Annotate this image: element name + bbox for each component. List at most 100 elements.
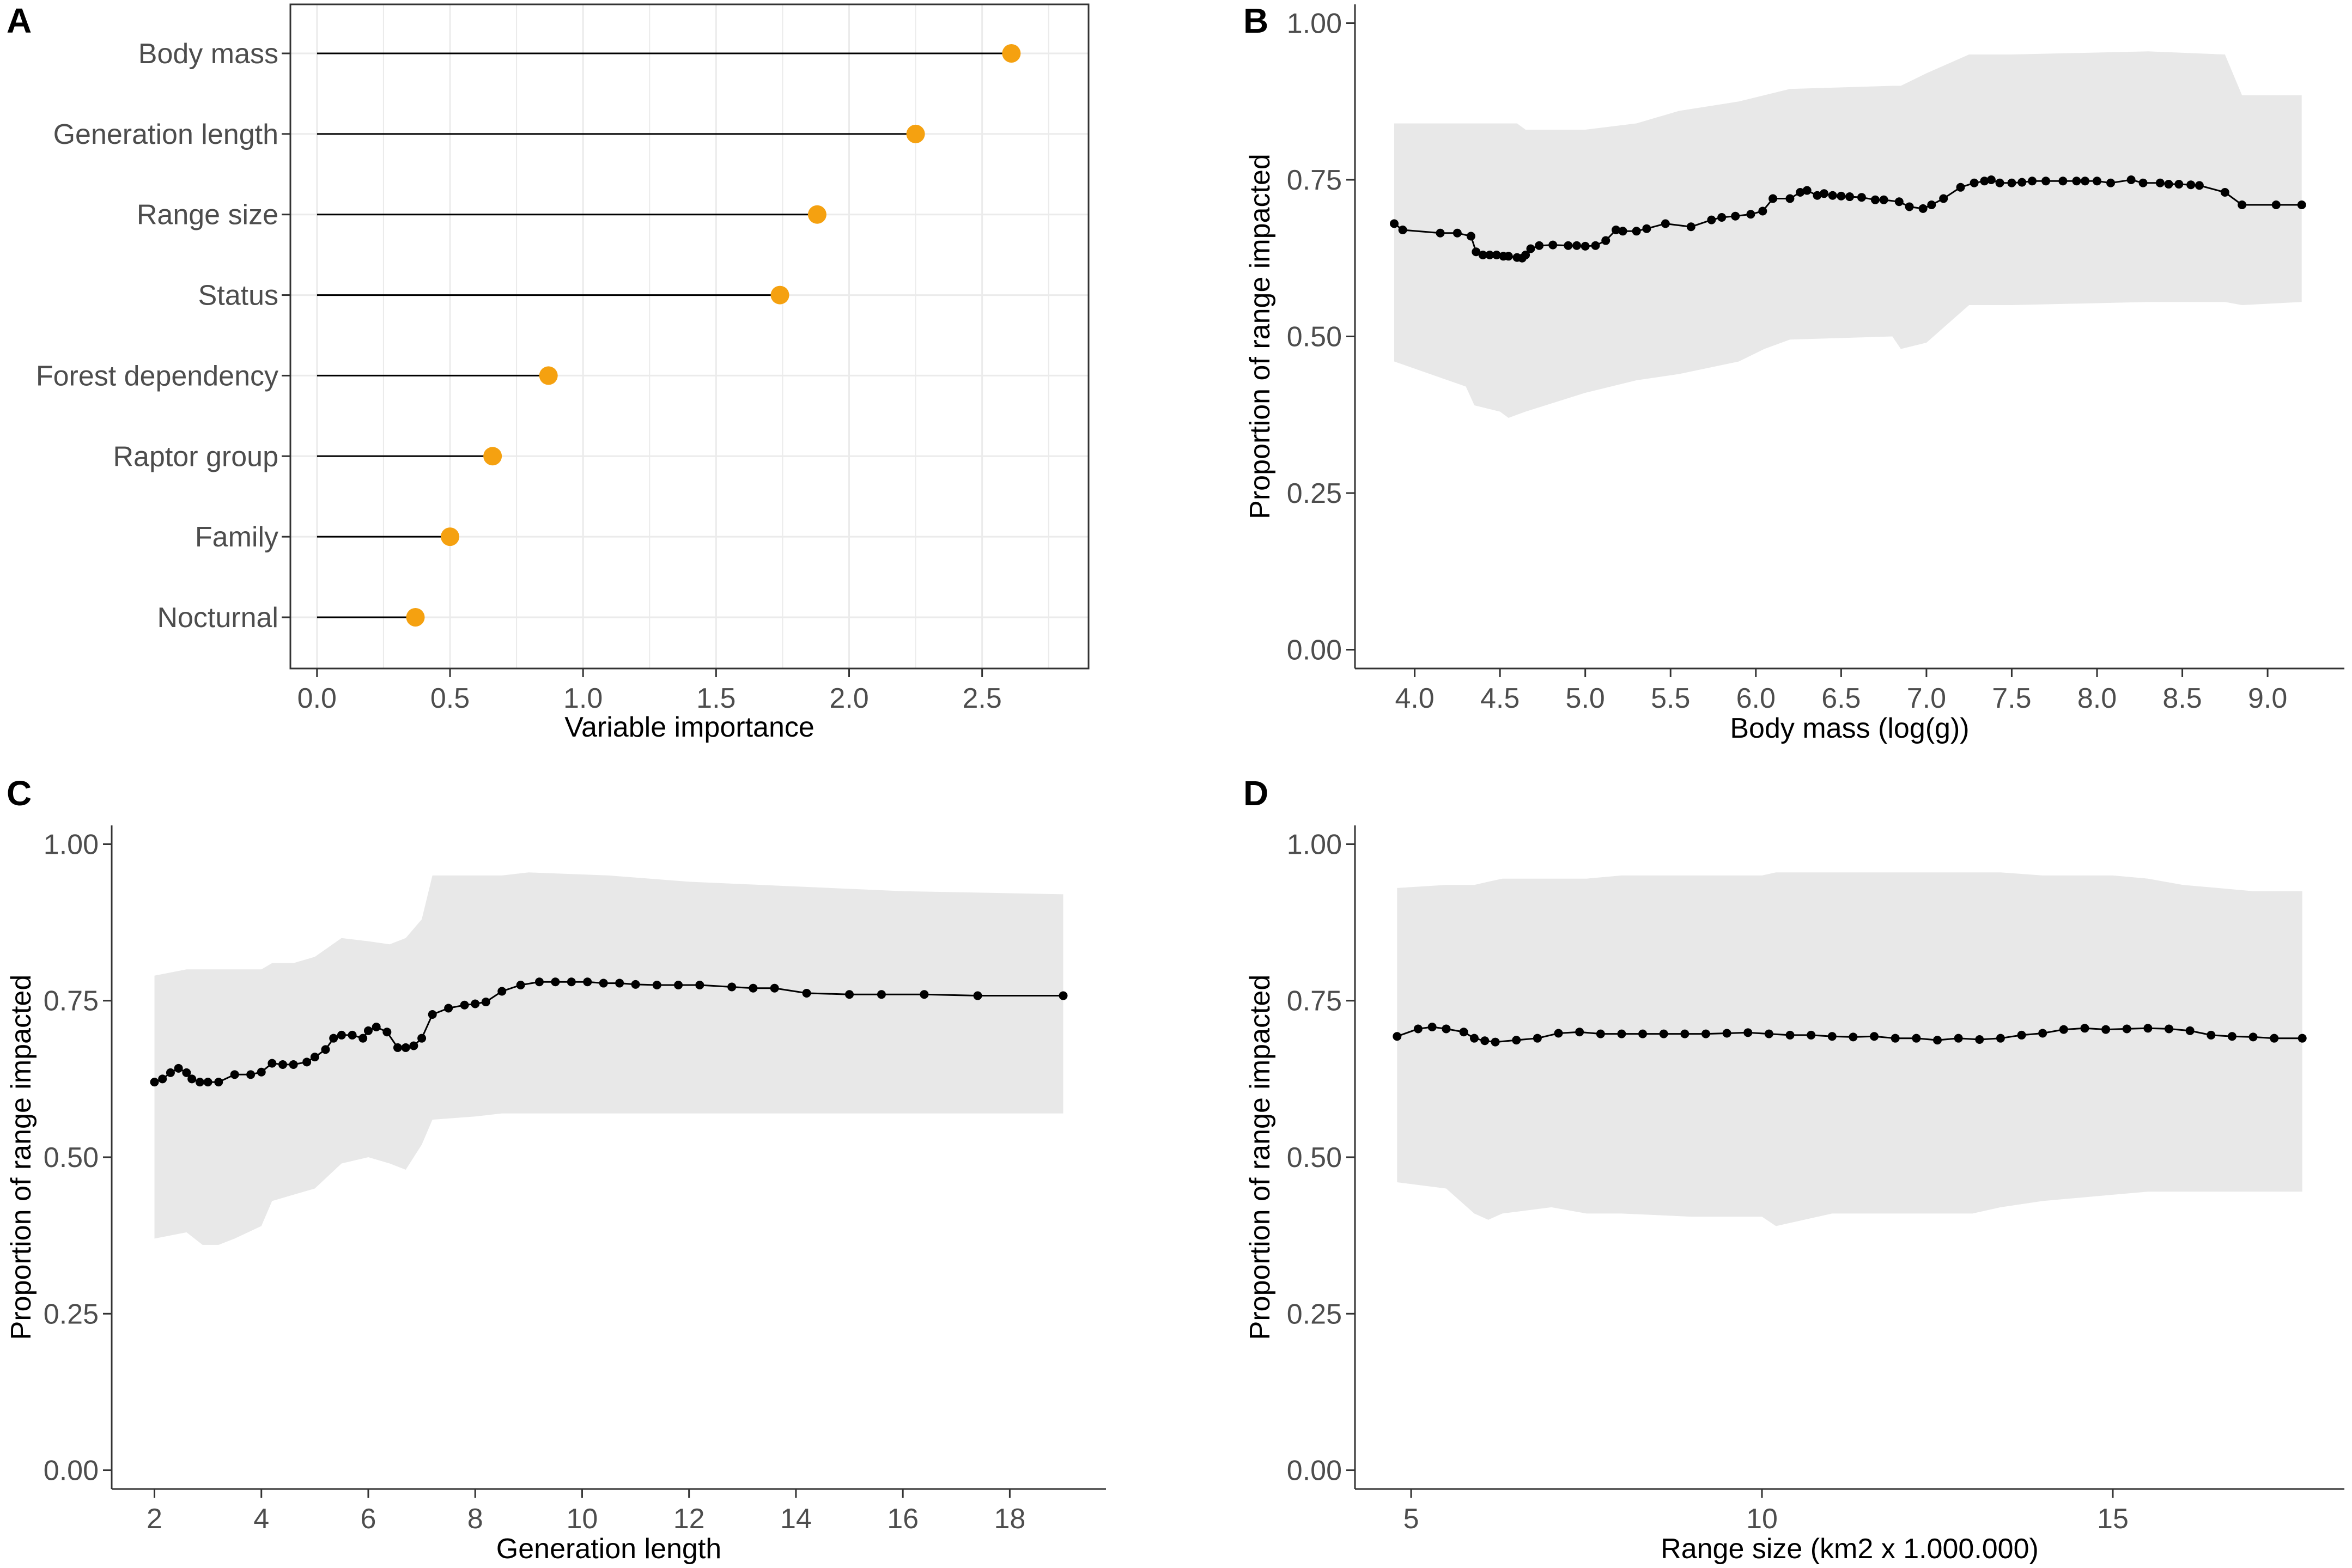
- x-tick-label: 8.0: [2077, 683, 2117, 714]
- data-point: [1504, 252, 1513, 261]
- data-point: [1879, 195, 1888, 204]
- x-tick-label: 2.0: [829, 683, 868, 714]
- x-axis-title: Generation length: [496, 1533, 721, 1565]
- data-point: [1661, 219, 1670, 228]
- data-point: [615, 979, 624, 988]
- data-point: [2297, 200, 2306, 209]
- x-axis-title: Variable importance: [564, 712, 815, 743]
- x-tick-label: 5.0: [1566, 683, 1605, 714]
- data-point: [1813, 191, 1822, 200]
- plot-border: [289, 3, 1090, 670]
- data-point: [1956, 183, 1965, 192]
- data-point: [1764, 1029, 1773, 1038]
- data-point: [1746, 210, 1755, 219]
- data-point: [2143, 1024, 2153, 1033]
- data-point: [1459, 1028, 1468, 1037]
- data-point: [1827, 1032, 1837, 1041]
- data-point: [2081, 177, 2090, 186]
- data-point: [1612, 226, 1621, 234]
- data-point: [2058, 177, 2068, 186]
- lollipop-point: [441, 527, 459, 546]
- data-point: [652, 981, 661, 990]
- data-point: [2017, 178, 2027, 187]
- data-point: [1591, 241, 1600, 250]
- data-point: [1398, 226, 1407, 234]
- data-point: [2041, 177, 2051, 186]
- data-point: [187, 1074, 197, 1084]
- data-point: [358, 1034, 368, 1043]
- data-point: [1758, 206, 1767, 216]
- data-point: [1617, 1029, 1626, 1038]
- data-point: [1554, 1029, 1563, 1038]
- panel-d-range-size: D 0.00 0.25 0.50 0.75 1.00 5 10 15 Range size (km…: [1243, 774, 2344, 1565]
- data-point: [1491, 1037, 1500, 1047]
- data-point: [2138, 178, 2148, 187]
- data-point: [1828, 191, 1837, 200]
- data-point: [877, 990, 886, 999]
- data-point: [1970, 178, 1979, 187]
- data-point: [372, 1022, 381, 1031]
- data-point: [2165, 1024, 2174, 1034]
- x-tick-label: 2.5: [963, 683, 1002, 714]
- data-point: [1427, 1022, 1437, 1031]
- data-point: [1480, 1036, 1490, 1046]
- panel-letter-d: D: [1243, 774, 1268, 813]
- data-point: [1390, 219, 1399, 228]
- data-point: [182, 1068, 191, 1077]
- data-point: [1932, 1036, 1942, 1045]
- data-point: [631, 980, 640, 989]
- data-point: [920, 990, 929, 999]
- data-point: [1548, 240, 1558, 250]
- data-point: [2007, 178, 2016, 187]
- x-tick-label: 6.5: [1821, 683, 1861, 714]
- data-point: [1526, 244, 1535, 253]
- category-label: Raptor group: [113, 441, 278, 472]
- data-point: [770, 983, 779, 993]
- data-point: [1632, 227, 1641, 236]
- x-tick-label: 10: [567, 1503, 598, 1535]
- data-point: [695, 981, 704, 990]
- x-tick-label: 14: [780, 1503, 812, 1535]
- data-point: [1436, 228, 1445, 238]
- data-point: [1478, 251, 1487, 259]
- x-axis-title: Range size (km2 x 1.000.000): [1661, 1533, 2039, 1565]
- y-tick-label: 0.25: [1287, 1298, 1342, 1330]
- data-point: [481, 998, 490, 1007]
- data-point: [195, 1078, 204, 1087]
- y-tick-label: 0.75: [44, 986, 99, 1017]
- x-tick-label: 12: [673, 1503, 705, 1535]
- confidence-band: [1394, 51, 2302, 418]
- data-point: [1796, 188, 1805, 197]
- data-point: [1686, 222, 1695, 232]
- data-point: [2080, 1024, 2089, 1033]
- data-point: [1986, 175, 1996, 184]
- lollipop-point: [906, 124, 925, 143]
- y-tick-label: 0.50: [1287, 1142, 1342, 1174]
- x-tick-label: 10: [1746, 1503, 1778, 1535]
- data-point: [1575, 1028, 1584, 1037]
- category-label: Status: [198, 280, 278, 312]
- data-point: [1743, 1028, 1753, 1037]
- data-point: [1533, 1034, 1542, 1043]
- data-point: [278, 1060, 287, 1069]
- y-tick-label: 0.25: [1287, 478, 1342, 509]
- x-tick-label: 8.5: [2162, 683, 2202, 714]
- series-line: [1396, 1026, 2302, 1043]
- data-point: [1596, 1029, 1605, 1038]
- x-tick-label: 0.5: [430, 683, 470, 714]
- data-point: [1927, 200, 1936, 209]
- data-point: [2059, 1025, 2068, 1034]
- data-point: [1845, 192, 1854, 202]
- x-tick-label: 1.0: [563, 683, 603, 714]
- data-point: [2174, 180, 2184, 189]
- y-tick-label: 1.00: [1287, 8, 1342, 40]
- data-point: [1837, 191, 1846, 200]
- data-point: [1918, 204, 1928, 213]
- panel-letter-b: B: [1243, 1, 1268, 40]
- category-label: Forest dependency: [36, 360, 278, 392]
- panel-b-body-mass: B 0.00 0.25 0.50 0.75 1.00 4.0 4.5 5.0 5.5 6.0 6.5 7…: [1243, 1, 2344, 744]
- category-label: Body mass: [138, 38, 278, 70]
- x-tick-label: 9.0: [2248, 683, 2287, 714]
- data-point: [1601, 236, 1610, 245]
- data-point: [1581, 241, 1590, 251]
